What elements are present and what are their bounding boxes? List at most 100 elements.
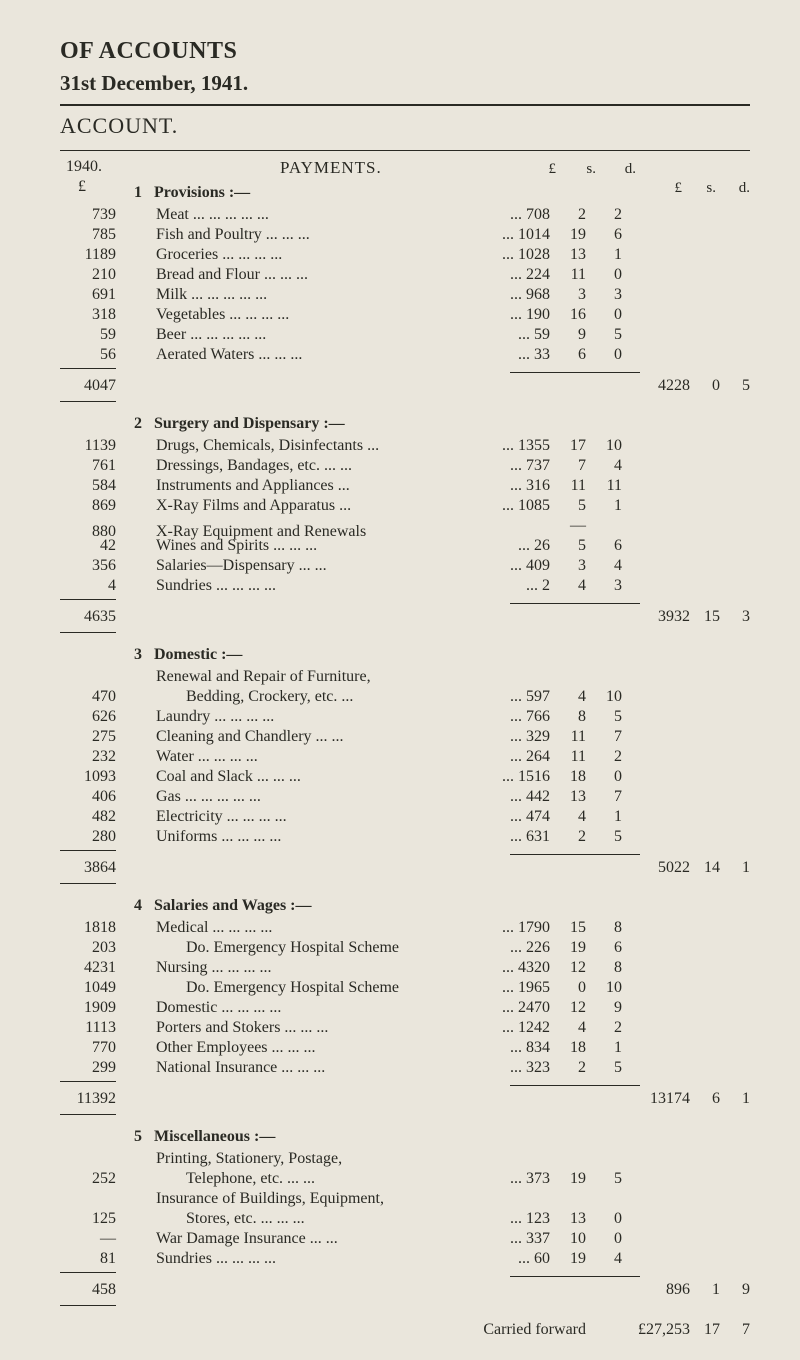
left-amount: 470 — [60, 687, 116, 707]
grand-L: 3932 — [630, 607, 690, 627]
ledger-row: 691Milk ... ... ... ... ...... 96833 — [60, 285, 750, 305]
amount-lsd: ... 73774 — [498, 456, 640, 476]
mid-total-rule — [510, 1276, 640, 1277]
ledger: 1940. £ PAYMENTS. £ s. d. £ s. d. 1Provi… — [60, 157, 750, 1340]
item-name: Gas ... ... ... ... ... — [156, 787, 498, 807]
mid-total-rule — [510, 854, 640, 855]
amt-s: 18 — [550, 1038, 586, 1058]
amt-d: 0 — [586, 265, 622, 285]
amt-L: ... 1790 — [498, 918, 550, 938]
item-name: Sundries ... ... ... ... — [156, 576, 498, 596]
amt-s: 11 — [550, 747, 586, 767]
amt-s: 12 — [550, 998, 586, 1018]
left-amount: 232 — [60, 747, 116, 767]
amount-lsd: ... 60194 — [498, 1249, 640, 1269]
payments-header: PAYMENTS. £ s. d. — [200, 157, 750, 179]
left-amount: 785 — [60, 225, 116, 245]
amt-s: 2 — [550, 1058, 586, 1078]
title-date: 31st December, 1941. — [60, 70, 750, 96]
amt-d: 2 — [586, 747, 622, 767]
amt-d: 1 — [586, 1038, 622, 1058]
amt-L: ... 323 — [498, 1058, 550, 1078]
amt-s: 3 — [550, 285, 586, 305]
ledger-row: 280Uniforms ... ... ... ...... 63125 — [60, 827, 750, 847]
amt-L: ... 59 — [498, 325, 550, 345]
ledger-row: 318Vegetables ... ... ... ...... 190160 — [60, 305, 750, 325]
amt-d: 11 — [586, 476, 622, 496]
amt-d — [586, 516, 622, 536]
ledger-row: 275Cleaning and Chandlery ... ...... 329… — [60, 727, 750, 747]
amt-d: 5 — [586, 1169, 622, 1189]
ledger-row: —War Damage Insurance ... ...... 337100 — [60, 1229, 750, 1249]
item-name: Milk ... ... ... ... ... — [156, 285, 498, 305]
ledger-row: Insurance of Buildings, Equipment, — [60, 1189, 750, 1209]
amt-s: 11 — [550, 476, 586, 496]
item-name: Dressings, Bandages, etc. ... ... — [156, 456, 498, 476]
ledger-row: 626Laundry ... ... ... ...... 76685 — [60, 707, 750, 727]
section: 2Surgery and Dispensary :—1139Drugs, Che… — [60, 414, 750, 641]
amt-d: 2 — [586, 1018, 622, 1038]
amt-L: ... 337 — [498, 1229, 550, 1249]
left-total-rule — [60, 1272, 116, 1273]
ledger-row: 584Instruments and Appliances ...... 316… — [60, 476, 750, 496]
amt-L: ... 60 — [498, 1249, 550, 1269]
section: 5Miscellaneous :—Printing, Stationery, P… — [60, 1127, 750, 1314]
amt-s: 3 — [550, 556, 586, 576]
ledger-row: 869X-Ray Films and Apparatus ...... 1085… — [60, 496, 750, 516]
amt-s: 13 — [550, 245, 586, 265]
amt-d: 3 — [586, 576, 622, 596]
amount-lsd: ... 108551 — [498, 496, 640, 516]
section-total-row: 4047422805 — [60, 376, 750, 398]
item-name: Fish and Poultry ... ... ... — [156, 225, 498, 245]
amt-L: ... 474 — [498, 807, 550, 827]
amt-s: 9 — [550, 325, 586, 345]
item-name: War Damage Insurance ... ... — [156, 1229, 498, 1249]
grand-d: 3 — [720, 607, 750, 627]
carried-forward-amount: £27,253 17 7 — [606, 1320, 750, 1340]
amt-L: ... 2 — [498, 576, 550, 596]
left-amount: 1093 — [60, 767, 116, 787]
amount-lsd: ... 40934 — [498, 556, 640, 576]
item-name: Electricity ... ... ... ... — [156, 807, 498, 827]
item-name: Aerated Waters ... ... ... — [156, 345, 498, 365]
amt-s: 4 — [550, 1018, 586, 1038]
amt-d: 4 — [586, 556, 622, 576]
amt-d: 8 — [586, 958, 622, 978]
col-l: £ — [508, 160, 556, 179]
account-label: ACCOUNT. — [60, 112, 750, 140]
section-title: Miscellaneous :— — [154, 1127, 275, 1147]
amount-lsd: ... 3161111 — [498, 476, 640, 496]
amt-d: 4 — [586, 1249, 622, 1269]
amt-L: ... 1242 — [498, 1018, 550, 1038]
item-name: Domestic ... ... ... ... — [156, 998, 498, 1018]
amt-s: 15 — [550, 918, 586, 938]
amount-lsd: ... 1028131 — [498, 245, 640, 265]
left-pound-heading: £ — [78, 177, 86, 197]
amount-lsd: ... 2656 — [498, 536, 640, 556]
amt-d: 1 — [586, 496, 622, 516]
amt-L: ... 2470 — [498, 998, 550, 1018]
ledger-row: 232Water ... ... ... ...... 264112 — [60, 747, 750, 767]
ledger-row: 1093Coal and Slack ... ... ...... 151618… — [60, 767, 750, 787]
amt-s: 8 — [550, 707, 586, 727]
ledger-row: 203 Do. Emergency Hospital Scheme... 226… — [60, 938, 750, 958]
amount-lsd: ... 226196 — [498, 938, 640, 958]
ledger-row: 770Other Employees ... ... ...... 834181 — [60, 1038, 750, 1058]
amount-lsd: ... 224110 — [498, 265, 640, 285]
section: 3Domestic :—Renewal and Repair of Furnit… — [60, 645, 750, 892]
amount-lsd: ... 76685 — [498, 707, 640, 727]
mid-total-rule — [510, 603, 640, 604]
section: 4Salaries and Wages :—1818Medical ... ..… — [60, 896, 750, 1123]
grand-s: 14 — [690, 858, 720, 878]
grand-d: 5 — [720, 376, 750, 396]
section: 1Provisions :—739Meat ... ... ... ... ..… — [60, 183, 750, 410]
left-amount: 318 — [60, 305, 116, 325]
grand-total: 1317461 — [630, 1089, 750, 1109]
left-amount: 42 — [60, 536, 116, 556]
left-amount: 59 — [60, 325, 116, 345]
amount-lsd: ... 264112 — [498, 747, 640, 767]
item-name: Drugs, Chemicals, Disinfectants ... — [156, 436, 498, 456]
amt-s: 2 — [550, 827, 586, 847]
section-total-row: 45889619 — [60, 1280, 750, 1302]
left-amount: 626 — [60, 707, 116, 727]
